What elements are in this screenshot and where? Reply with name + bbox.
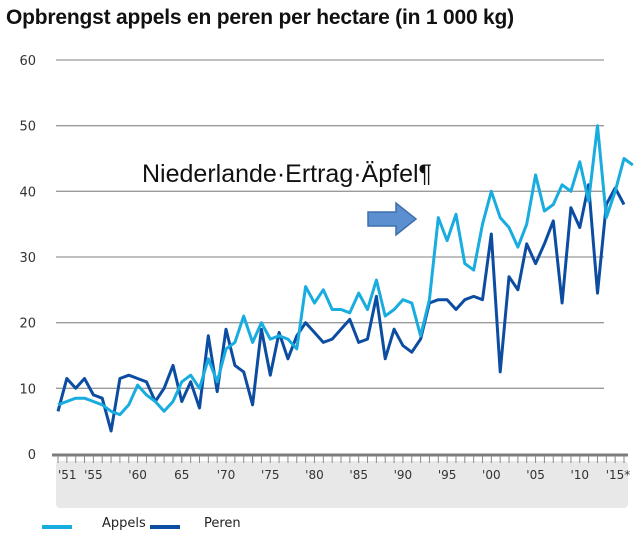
x-tick-label: '10 xyxy=(570,468,589,482)
gridlines xyxy=(56,59,604,389)
x-tick-label: '85 xyxy=(349,468,368,482)
x-tick-label: '90 xyxy=(394,468,413,482)
chart-title: Opbrengst appels en peren per hectare (i… xyxy=(6,6,514,29)
x-axis-band xyxy=(56,461,628,508)
y-tick-label: 0 xyxy=(28,448,36,463)
y-tick-label: 50 xyxy=(19,120,36,135)
y-tick-label: 20 xyxy=(19,317,36,332)
x-tick-label: '55 xyxy=(84,468,103,482)
x-tick-label: '80 xyxy=(305,468,324,482)
arrow-icon xyxy=(367,201,418,237)
x-tick-label: '95 xyxy=(438,468,457,482)
legend-label-appels: Appels xyxy=(102,516,146,531)
series-lines xyxy=(56,124,634,433)
x-axis: '51 '55 '60 65 '70 '75 '80 '85 '90 '95 '00 '05 '10 '1… xyxy=(52,453,631,482)
x-tick-label: '05 xyxy=(526,468,545,482)
annotation-label: Niederlande·Ertrag·Äpfel¶ xyxy=(142,160,432,188)
y-tick-label: 40 xyxy=(19,185,36,200)
y-tick-label: 10 xyxy=(19,382,36,397)
legend: Appels Peren xyxy=(42,516,241,531)
series-line-peren xyxy=(56,183,626,433)
x-tick-label: '15* xyxy=(606,468,631,482)
x-tick-label: '70 xyxy=(217,468,236,482)
x-tick-label: '51 xyxy=(58,468,77,482)
annotation-arrow xyxy=(367,201,418,237)
y-tick-label: 30 xyxy=(19,251,36,266)
series-line-appels xyxy=(57,124,634,417)
x-tick-label: '00 xyxy=(482,468,501,482)
x-tick-label: 65 xyxy=(174,468,189,482)
y-tick-label: 60 xyxy=(19,54,36,69)
x-tick-label: '75 xyxy=(261,468,280,482)
x-tick-label: '60 xyxy=(128,468,147,482)
legend-label-peren: Peren xyxy=(204,516,241,531)
y-axis: 0 10 20 30 40 50 60 xyxy=(19,54,36,463)
